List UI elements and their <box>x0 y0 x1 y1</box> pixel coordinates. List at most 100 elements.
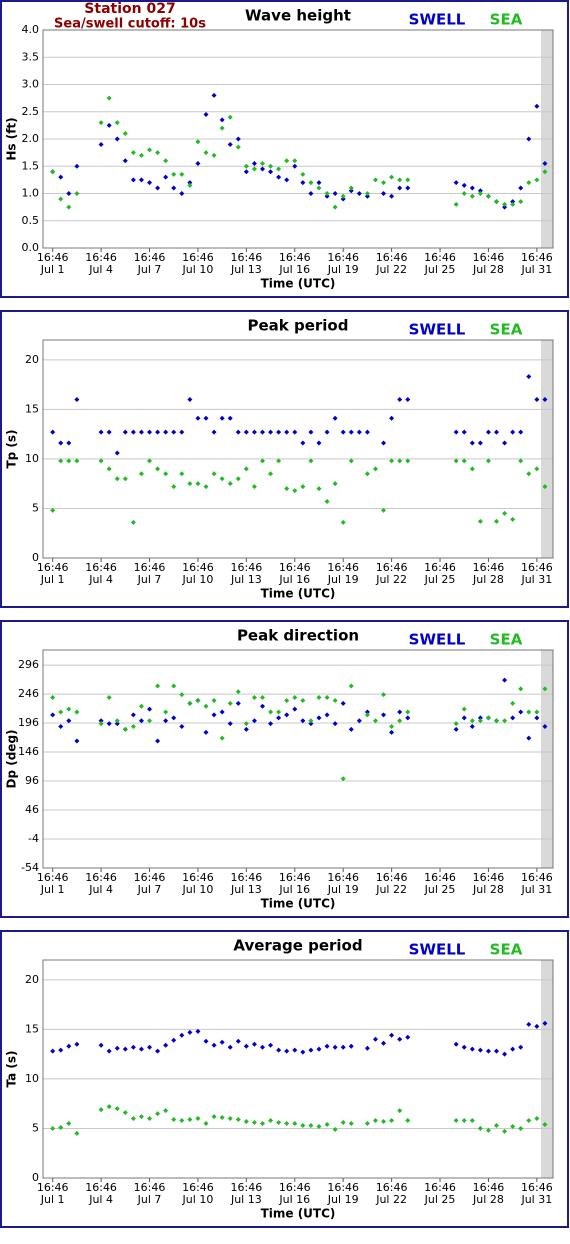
data-point <box>268 721 274 727</box>
data-point <box>155 1048 161 1054</box>
x-tick-date: Jul 25 <box>424 263 456 276</box>
data-point <box>58 1047 64 1053</box>
data-point <box>276 715 282 721</box>
data-point <box>477 188 483 194</box>
data-point <box>147 718 153 724</box>
data-point <box>66 718 72 724</box>
legend-entry: SWELL <box>409 11 466 29</box>
x-tick-label: 16:46 <box>231 1181 263 1194</box>
data-point <box>187 1029 193 1035</box>
x-tick-date: Jul 22 <box>375 883 407 896</box>
data-point <box>147 1044 153 1050</box>
x-tick-date: Jul 25 <box>424 1193 456 1206</box>
data-point <box>453 458 459 464</box>
data-point <box>494 199 500 205</box>
x-tick-label: 16:46 <box>424 871 456 884</box>
data-point <box>381 440 387 446</box>
data-point <box>348 429 354 435</box>
data-point <box>155 683 161 689</box>
data-point <box>122 726 128 732</box>
data-point <box>292 488 298 494</box>
data-point <box>98 1042 104 1048</box>
x-tick-date: Jul 16 <box>278 573 310 586</box>
data-point <box>98 120 104 126</box>
data-point <box>163 718 169 724</box>
data-point <box>340 196 346 202</box>
data-point <box>332 697 338 703</box>
data-point <box>50 507 56 513</box>
data-point <box>526 1118 532 1124</box>
data-point <box>300 440 306 446</box>
data-point <box>227 1044 233 1050</box>
data-point <box>66 1121 72 1126</box>
x-tick-label: 16:46 <box>521 251 553 264</box>
data-point <box>340 776 346 782</box>
chart-title: Wave height <box>245 7 351 25</box>
data-point <box>381 191 387 196</box>
data-point <box>203 1038 209 1044</box>
data-point <box>155 150 161 156</box>
data-point <box>292 706 298 712</box>
data-point <box>284 697 290 703</box>
data-point <box>526 180 532 186</box>
data-point <box>114 120 120 126</box>
data-point <box>259 1044 265 1050</box>
x-tick-date: Jul 10 <box>182 1193 214 1206</box>
data-point <box>364 471 370 477</box>
data-point <box>219 125 225 131</box>
data-point <box>340 1120 346 1126</box>
data-point <box>300 697 306 703</box>
data-point <box>243 1119 249 1125</box>
data-point <box>348 1043 354 1049</box>
y-axis-label: Hs (ft) <box>5 117 19 160</box>
y-tick-label: 20 <box>25 353 39 366</box>
x-tick-date: Jul 19 <box>327 1193 359 1206</box>
data-point <box>219 735 225 741</box>
data-point <box>74 1130 80 1136</box>
data-point <box>292 695 298 701</box>
data-point <box>534 177 540 183</box>
data-point <box>518 686 524 692</box>
data-point <box>235 1038 241 1044</box>
x-tick-label: 16:46 <box>85 251 117 264</box>
y-tick-label: 1.5 <box>22 159 40 172</box>
plot-border <box>42 649 554 869</box>
y-tick-label: 4.0 <box>22 23 40 36</box>
data-point <box>171 185 177 191</box>
y-tick-label: 246 <box>18 687 39 700</box>
x-tick-date: Jul 13 <box>230 1193 262 1206</box>
data-point <box>147 1116 153 1122</box>
data-point <box>300 1122 306 1128</box>
chart-title: Average period <box>233 937 362 955</box>
x-tick-label: 16:46 <box>473 871 505 884</box>
data-point <box>372 718 378 724</box>
x-tick-date: Jul 13 <box>230 573 262 586</box>
data-point <box>308 1047 314 1053</box>
data-point <box>316 1123 322 1129</box>
data-point <box>397 709 403 715</box>
x-tick-label: 16:46 <box>327 251 359 264</box>
data-point <box>340 429 346 435</box>
x-tick-label: 16:46 <box>134 251 166 264</box>
data-point <box>187 396 193 402</box>
data-point <box>316 180 322 186</box>
data-point <box>187 1117 193 1123</box>
data-point <box>219 415 225 421</box>
data-point <box>485 429 491 435</box>
data-point <box>356 718 362 724</box>
data-point <box>259 695 265 701</box>
data-point <box>243 1043 249 1049</box>
data-point <box>122 429 128 435</box>
data-point <box>494 1122 500 1128</box>
plot-area <box>43 340 553 558</box>
data-point <box>259 166 265 172</box>
data-point <box>389 174 395 180</box>
x-tick-label: 16:46 <box>279 251 311 264</box>
data-point <box>171 429 177 435</box>
data-point <box>518 709 524 715</box>
data-point <box>171 484 177 490</box>
data-point <box>308 191 314 196</box>
data-point <box>477 1125 483 1131</box>
data-point <box>58 174 64 180</box>
